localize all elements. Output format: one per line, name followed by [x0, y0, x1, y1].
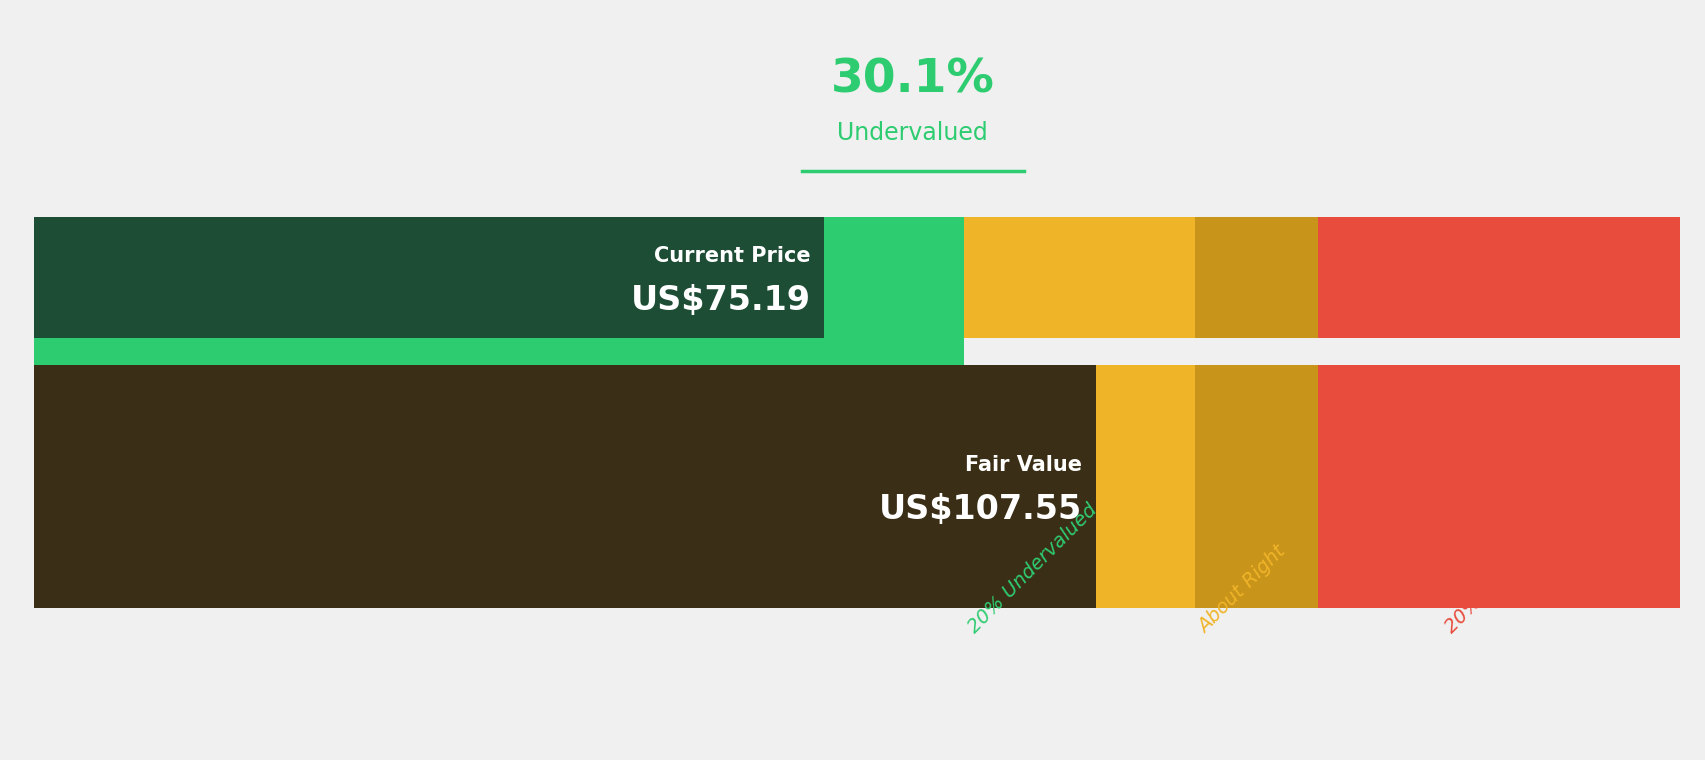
Bar [34, 365, 963, 608]
Bar [34, 338, 963, 365]
Bar [1318, 365, 1679, 608]
Text: Undervalued: Undervalued [837, 121, 987, 145]
Bar [963, 217, 1194, 338]
Text: 20% Overvalued: 20% Overvalued [1441, 508, 1569, 637]
Text: 20% Undervalued: 20% Undervalued [963, 500, 1100, 637]
Bar [1194, 365, 1318, 608]
Bar [963, 365, 1194, 608]
Text: US$75.19: US$75.19 [631, 283, 810, 317]
Text: US$107.55: US$107.55 [878, 492, 1081, 526]
Bar [1318, 217, 1679, 338]
Bar [34, 217, 824, 338]
Bar [34, 217, 963, 338]
Text: About Right: About Right [1194, 542, 1289, 637]
Text: 30.1%: 30.1% [830, 57, 994, 103]
Text: Current Price: Current Price [653, 246, 810, 266]
Text: Fair Value: Fair Value [965, 455, 1081, 475]
Bar [34, 365, 1095, 608]
Bar [1194, 217, 1318, 338]
